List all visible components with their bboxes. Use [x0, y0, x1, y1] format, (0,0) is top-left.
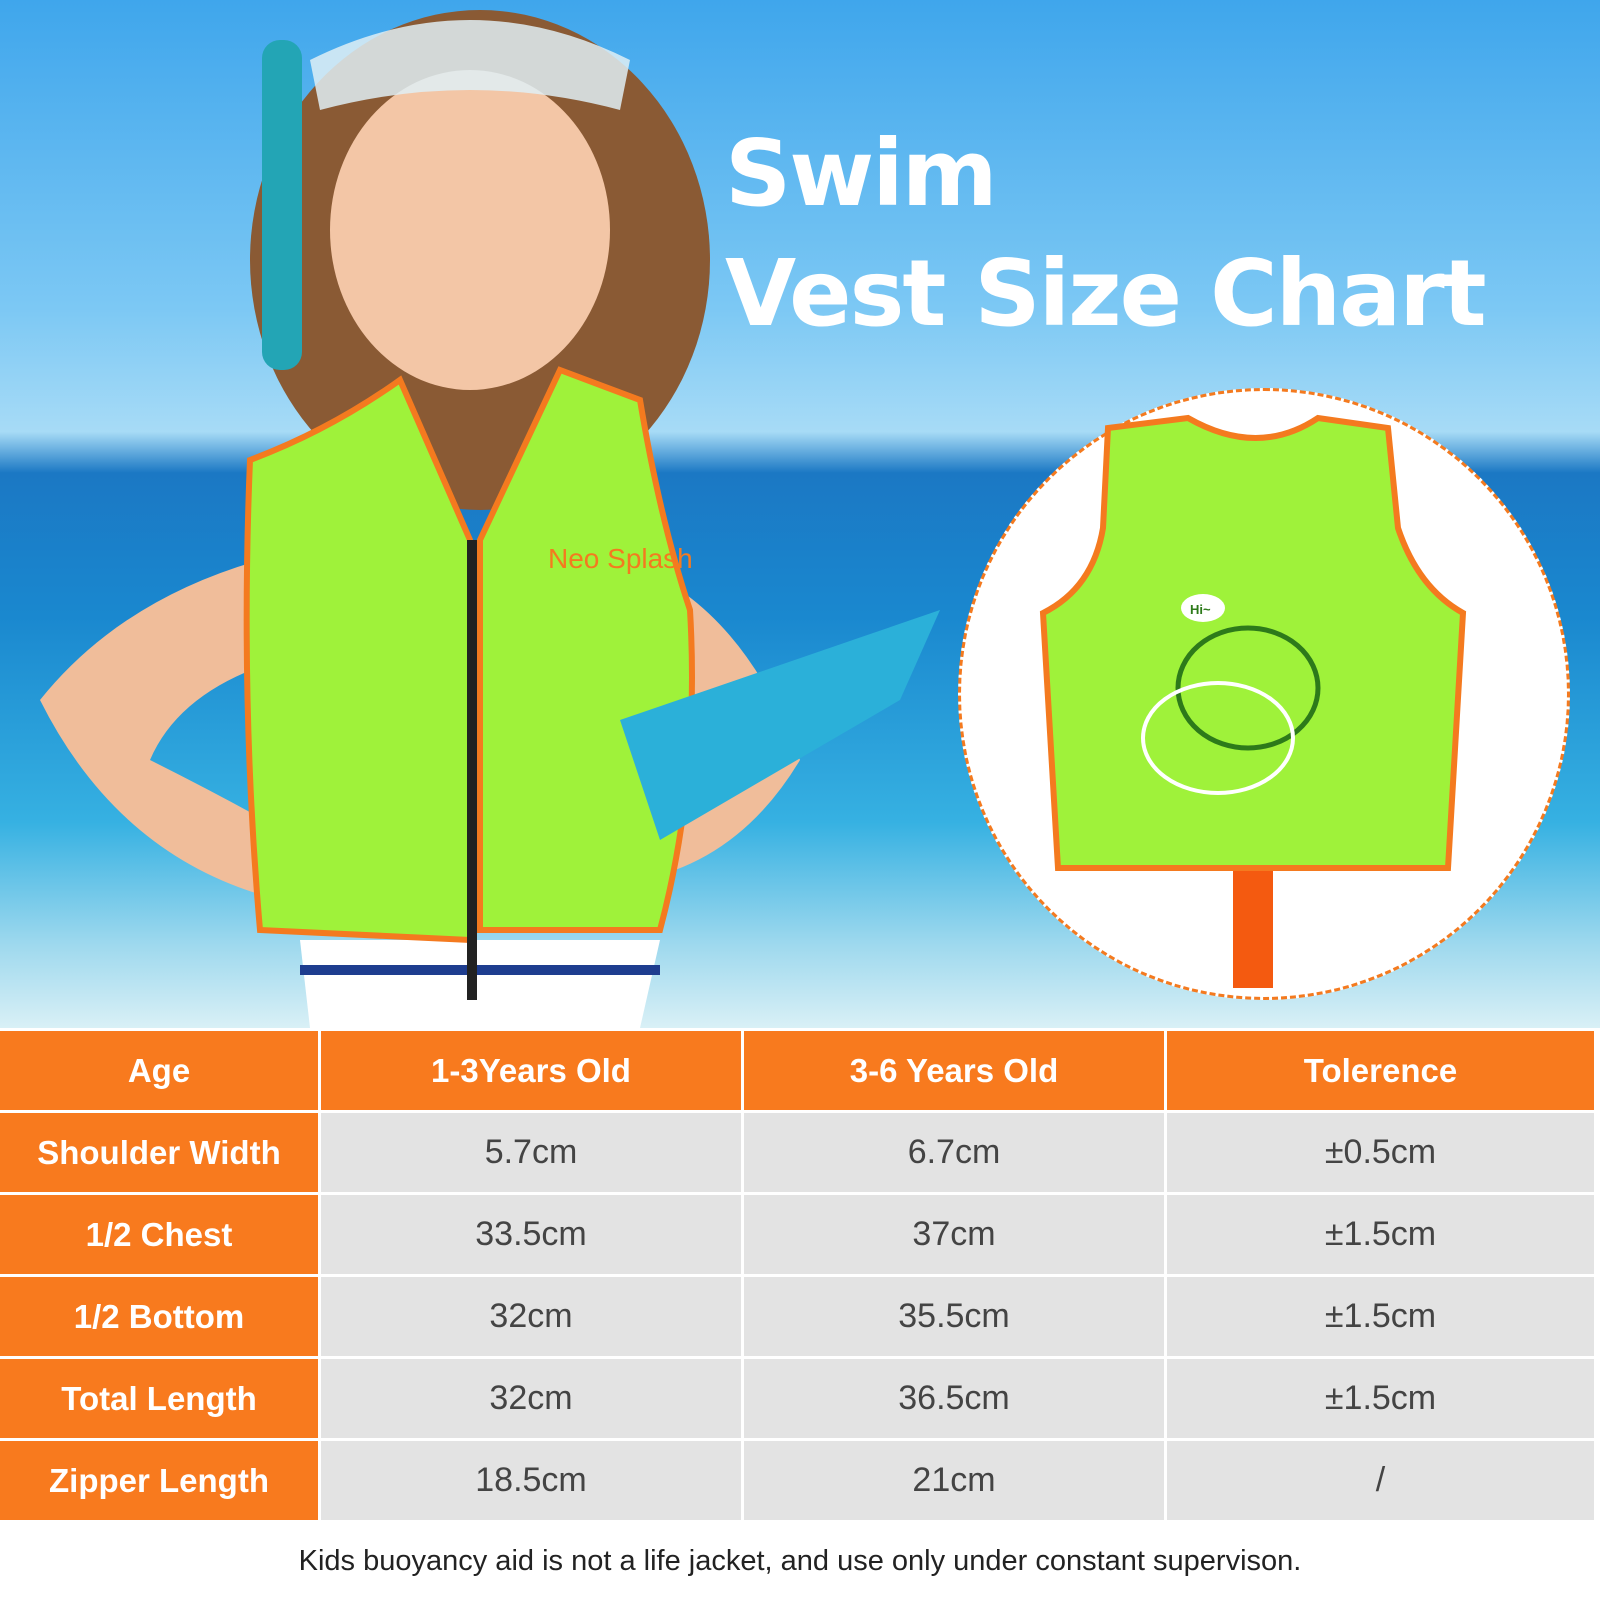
product-photo: Neo Splash Swim Vest Size Chart Hi~ — [0, 0, 1600, 1028]
cell: ±1.5cm — [1167, 1277, 1594, 1356]
header-3-6-years: 3-6 Years Old — [744, 1031, 1164, 1110]
cell: 18.5cm — [321, 1441, 741, 1520]
header-tolerance: Tolerence — [1167, 1031, 1594, 1110]
cell: 21cm — [744, 1441, 1164, 1520]
row-label: 1/2 Bottom — [0, 1277, 318, 1356]
row-label: Zipper Length — [0, 1441, 318, 1520]
cell: ±0.5cm — [1167, 1113, 1594, 1192]
header-1-3-years: 1-3Years Old — [321, 1031, 741, 1110]
vest-back-view: Hi~ — [958, 388, 1570, 1000]
table-header-row: Age 1-3Years Old 3-6 Years Old Tolerence — [0, 1031, 1594, 1110]
title-line-2: Vest Size Chart — [725, 240, 1487, 347]
cell: 5.7cm — [321, 1113, 741, 1192]
cell: ±1.5cm — [1167, 1195, 1594, 1274]
row-label: 1/2 Chest — [0, 1195, 318, 1274]
row-label: Shoulder Width — [0, 1113, 318, 1192]
table-row: 1/2 Bottom 32cm 35.5cm ±1.5cm — [0, 1277, 1594, 1356]
cell: 33.5cm — [321, 1195, 741, 1274]
cell: 32cm — [321, 1277, 741, 1356]
header-age: Age — [0, 1031, 318, 1110]
cell: 32cm — [321, 1359, 741, 1438]
cell: 36.5cm — [744, 1359, 1164, 1438]
cell: 35.5cm — [744, 1277, 1164, 1356]
table-row: Zipper Length 18.5cm 21cm / — [0, 1441, 1594, 1520]
row-label: Total Length — [0, 1359, 318, 1438]
title-line-1: Swim — [725, 120, 998, 227]
speech-bubble: Hi~ — [1190, 602, 1211, 617]
safety-note: Kids buoyancy aid is not a life jacket, … — [298, 1545, 1302, 1577]
brand-logo: Neo Splash — [548, 543, 693, 574]
table-row: Shoulder Width 5.7cm 6.7cm ±0.5cm — [0, 1113, 1594, 1192]
cell: 37cm — [744, 1195, 1164, 1274]
size-chart-table: Age 1-3Years Old 3-6 Years Old Tolerence… — [0, 1028, 1597, 1523]
table-row: Total Length 32cm 36.5cm ±1.5cm — [0, 1359, 1594, 1438]
snorkel-icon — [262, 40, 302, 370]
cell: / — [1167, 1441, 1594, 1520]
table-row: 1/2 Chest 33.5cm 37cm ±1.5cm — [0, 1195, 1594, 1274]
cell: 6.7cm — [744, 1113, 1164, 1192]
cell: ±1.5cm — [1167, 1359, 1594, 1438]
girl-with-vest-illustration: Neo Splash — [40, 10, 940, 1000]
